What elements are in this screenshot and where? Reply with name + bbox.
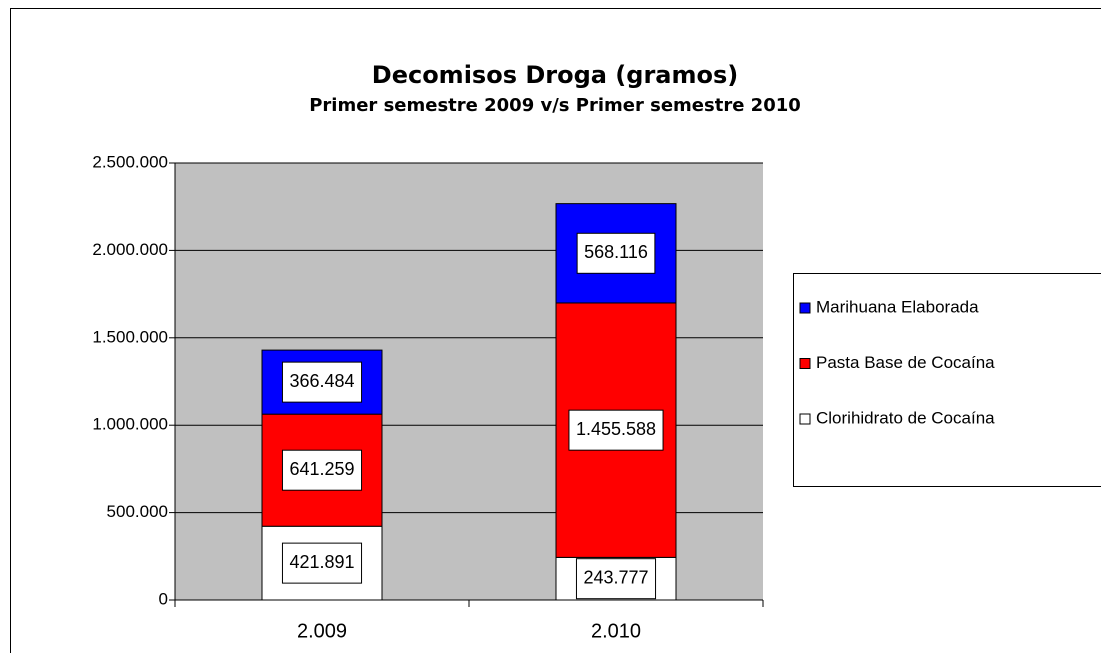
legend-label: Pasta Base de Cocaína — [816, 353, 995, 372]
data-label-box — [576, 232, 656, 274]
data-label: 243.777 — [583, 567, 648, 587]
legend-swatch — [799, 358, 811, 369]
data-label-box — [281, 361, 363, 403]
data-label-box — [568, 409, 664, 451]
data-label-box — [575, 558, 657, 600]
data-label: 568.116 — [584, 242, 648, 262]
y-tick-label: 1.000.000 — [92, 415, 168, 434]
data-label-box — [281, 449, 363, 491]
y-tick-label: 2.500.000 — [92, 152, 168, 171]
y-tick-label: 500.000 — [107, 502, 168, 521]
legend-label: Clorihidrato de Cocaína — [816, 408, 995, 427]
x-tick-label: 2.009 — [297, 620, 347, 642]
data-label: 1.455.588 — [576, 419, 656, 439]
data-label: 641.259 — [289, 459, 354, 479]
data-label: 421.891 — [289, 552, 354, 572]
legend-swatch — [799, 302, 811, 314]
data-label-box — [281, 542, 363, 584]
x-tick-label: 2.010 — [591, 620, 641, 642]
legend-box — [793, 273, 1101, 487]
legend-swatch — [799, 413, 811, 425]
legend-label: Marihuana Elaborada — [816, 297, 979, 316]
y-tick-label: 0 — [159, 589, 168, 608]
data-label: 366.484 — [289, 371, 354, 391]
y-tick-label: 2.000.000 — [92, 240, 168, 259]
chart-subtitle: Primer semestre 2009 v/s Primer semestre… — [309, 95, 801, 116]
chart-title: Decomisos Droga (gramos) — [372, 61, 738, 89]
y-tick-label: 1.500.000 — [92, 327, 168, 346]
